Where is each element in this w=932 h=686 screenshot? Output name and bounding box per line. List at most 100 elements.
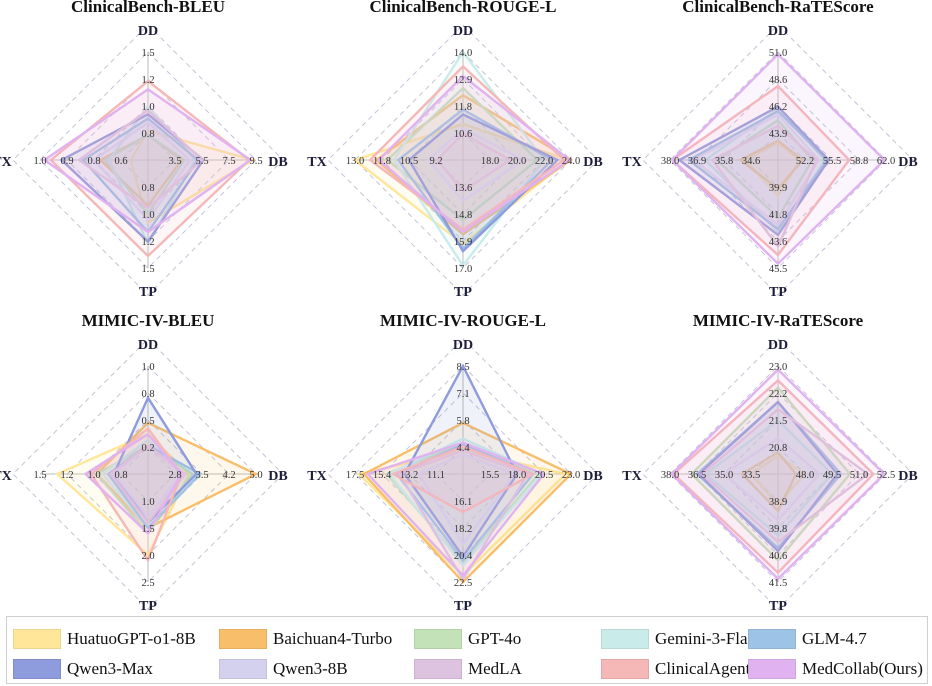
series-qwen3-8b	[426, 127, 527, 203]
tick-label-dd: 48.6	[769, 75, 787, 86]
legend-swatch	[414, 629, 462, 649]
legend-item-gpt-4o: GPT-4o	[414, 627, 521, 651]
tick-label-dd: 1.0	[141, 362, 154, 373]
radar-chart-clinicalbench-bleu: ClinicalBench-BLEU 0.8 1.0 1.2 1.5 2.0 3.5 5.5 7…	[0, 0, 288, 300]
tick-label-tx: 13.0	[346, 156, 364, 167]
legend-label: Baichuan4-Turbo	[273, 629, 393, 648]
tick-label-db: 7.5	[222, 156, 235, 167]
tick-label-db: 48.0	[796, 470, 814, 481]
series-medcollab-ours	[365, 441, 546, 578]
axis-label-dd: DD	[453, 338, 473, 353]
tick-label-tx: 33.5	[742, 470, 760, 481]
series-qwen3-8b	[416, 453, 517, 547]
tick-label-dd: 46.2	[769, 102, 787, 113]
axis-label-dd: DD	[138, 338, 158, 353]
axis-label-db: DB	[898, 469, 917, 484]
grid-ring	[723, 105, 833, 215]
tick-label-dd: 7.1	[456, 389, 469, 400]
tick-label-dd: 0.8	[141, 389, 154, 400]
axis-label-tp: TP	[454, 285, 472, 300]
series-medcollab-ours	[670, 367, 886, 581]
legend-item-glm-4-7: GLM-4.7	[748, 627, 867, 651]
axis-label-tx: TX	[622, 155, 641, 170]
tick-label-tx: 35.8	[715, 156, 733, 167]
series-medcollab-ours	[670, 52, 887, 266]
legend-label: MedCollab(Ours)	[802, 659, 923, 678]
grid-ring	[408, 105, 518, 215]
grid-ring	[327, 338, 599, 610]
tick-label-tp: 1.5	[141, 524, 154, 535]
series-gemini-3-flash	[392, 49, 546, 268]
tick-label-dd: 23.0	[769, 362, 787, 373]
grid-ring	[39, 51, 257, 269]
tick-label-db: 2.8	[168, 470, 181, 481]
tick-label-tx: 11.1	[427, 470, 445, 481]
tick-label-db: 49.5	[823, 470, 841, 481]
series-clinicalagent	[670, 84, 851, 257]
tick-label-tp: 1.0	[141, 210, 154, 221]
chart-title: MIMIC-IV-ROUGE-L	[380, 311, 546, 330]
tick-label-dd: 51.0	[769, 48, 787, 59]
tick-label-db: 58.8	[850, 156, 868, 167]
tick-label-db: 3.5	[195, 470, 208, 481]
tick-label-tp: 2.5	[141, 578, 154, 589]
radar-chart-mimic-iv-bleu: MIMIC-IV-BLEU 0.2 0.5 0.8 1.0 2.8 3.5 4.2 5.0 1.0…	[0, 311, 288, 610]
tick-label-tx: 36.5	[688, 470, 706, 481]
tick-labels: 10.6 11.8 12.9 14.0 18.0 20.0 22.0 24.0 13.6 14.8…	[346, 48, 580, 275]
tick-label-tx: 13.2	[400, 470, 418, 481]
legend-swatch	[414, 659, 462, 679]
tick-label-dd: 1.2	[141, 75, 154, 86]
tick-label-db: 55.5	[823, 156, 841, 167]
series-group	[670, 52, 887, 266]
tick-label-tx: 0.9	[60, 156, 73, 167]
series-medla	[710, 124, 818, 249]
tick-label-db: 4.2	[222, 470, 235, 481]
tick-label-dd: 12.9	[454, 75, 472, 86]
tick-label-tx: 15.4	[373, 470, 392, 481]
legend-swatch	[219, 629, 267, 649]
legend-label: Qwen3-Max	[67, 659, 153, 678]
series-group	[356, 363, 574, 584]
axis-label-db: DB	[268, 155, 287, 170]
tick-label-dd: 0.8	[141, 129, 154, 140]
tick-label-tp: 22.5	[454, 578, 472, 589]
grid-ring	[354, 51, 572, 269]
tick-label-tp: 15.9	[454, 237, 472, 248]
tick-label-tx: 1.0	[33, 156, 46, 167]
tick-label-tp: 45.5	[769, 264, 787, 275]
tick-label-tp: 2.0	[141, 551, 154, 562]
tick-label-dd: 4.4	[456, 443, 470, 454]
legend-item-medcollab-ours: MedCollab(Ours)	[748, 657, 923, 681]
tick-label-tp: 41.5	[769, 578, 787, 589]
tick-label-db: 20.0	[508, 156, 526, 167]
tick-label-dd: 1.5	[141, 48, 154, 59]
tick-label-dd: 20.8	[769, 443, 787, 454]
axis-label-db: DB	[583, 469, 602, 484]
tick-label-tp: 40.6	[769, 551, 787, 562]
legend-swatch	[601, 629, 649, 649]
axis-label-tx: TX	[622, 469, 641, 484]
axis-labels: DD DB TP TX	[622, 338, 917, 610]
tick-label-dd: 1.0	[141, 102, 154, 113]
series-group	[42, 79, 257, 258]
legend-label: GLM-4.7	[802, 629, 867, 648]
tick-label-tx: 11.8	[373, 156, 391, 167]
tick-label-db: 3.5	[168, 156, 181, 167]
tick-label-dd: 0.5	[141, 416, 154, 427]
axis-label-tx: TX	[307, 155, 326, 170]
tick-label-dd: 8.5	[456, 362, 469, 373]
series-qwen3-8b	[691, 112, 821, 227]
tick-label-dd: 5.8	[456, 416, 469, 427]
tick-label-dd: 14.0	[454, 48, 472, 59]
series-group	[54, 395, 259, 564]
axis-label-db: DB	[898, 155, 917, 170]
axis-label-dd: DD	[138, 24, 158, 39]
tick-label-db: 18.0	[508, 470, 526, 481]
grid-ring	[642, 338, 914, 610]
grid	[642, 24, 914, 296]
series-baichuan4-turbo	[738, 139, 805, 191]
tick-label-tx: 17.5	[346, 470, 364, 481]
tick-label-tx: 10.5	[400, 156, 418, 167]
series-medcollab-ours	[83, 432, 183, 536]
tick-label-dd: 22.2	[769, 389, 787, 400]
